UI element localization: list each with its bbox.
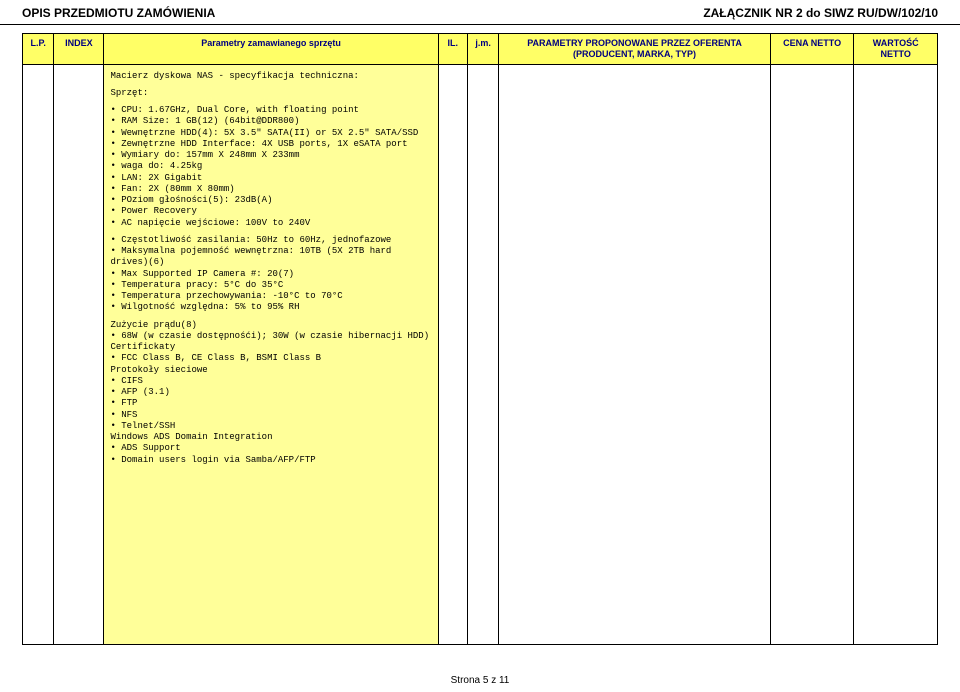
cell-jm	[467, 64, 498, 644]
spec-line: Certifickaty	[110, 342, 431, 353]
spec-title: Macierz dyskowa NAS - specyfikacja techn…	[110, 71, 431, 82]
cell-offer	[499, 64, 771, 644]
spec-line: • AFP (3.1)	[110, 387, 431, 398]
page-header: OPIS PRZEDMIOTU ZAMÓWIENIA ZAŁĄCZNIK NR …	[0, 0, 960, 25]
spec-line: • FTP	[110, 398, 431, 409]
spec-line: • ADS Support	[110, 443, 431, 454]
th-il: IL.	[438, 34, 467, 65]
spec-line: • Wilgotność względna: 5% to 95% RH	[110, 302, 431, 313]
cell-lp	[23, 64, 54, 644]
th-offer: PARAMETRY PROPONOWANE PRZEZ OFERENTA (PR…	[499, 34, 771, 65]
spec-line: Zużycie prądu(8)	[110, 320, 431, 331]
th-cena: CENA NETTO	[770, 34, 854, 65]
spec-line: • FCC Class B, CE Class B, BSMI Class B	[110, 353, 431, 364]
spec-line: • NFS	[110, 410, 431, 421]
th-index: INDEX	[54, 34, 104, 65]
spec-table: L.P. INDEX Parametry zamawianego sprzętu…	[22, 33, 938, 645]
spec-line: • Power Recovery	[110, 206, 431, 217]
cell-il	[438, 64, 467, 644]
spec-list-2: • Częstotliwość zasilania: 50Hz to 60Hz,…	[110, 235, 431, 314]
cell-cena	[770, 64, 854, 644]
th-param: Parametry zamawianego sprzętu	[104, 34, 438, 65]
spec-line: • CIFS	[110, 376, 431, 387]
spec-line: • Wewnętrzne HDD(4): 5X 3.5" SATA(II) or…	[110, 128, 431, 139]
spec-line: Protokoły sieciowe	[110, 365, 431, 376]
sprzet-label: Sprzęt:	[110, 88, 431, 99]
table-row: Macierz dyskowa NAS - specyfikacja techn…	[23, 64, 938, 644]
header-right: ZAŁĄCZNIK NR 2 do SIWZ RU/DW/102/10	[703, 6, 938, 20]
th-lp: L.P.	[23, 34, 54, 65]
spec-line: • Fan: 2X (80mm X 80mm)	[110, 184, 431, 195]
spec-list-3: Zużycie prądu(8)• 68W (w czasie dostępno…	[110, 320, 431, 466]
page-footer: Strona 5 z 11	[0, 675, 960, 686]
spec-line: • POziom głośności(5): 23dB(A)	[110, 195, 431, 206]
spec-line: • LAN: 2X Gigabit	[110, 173, 431, 184]
spec-line: • Maksymalna pojemność wewnętrzna: 10TB …	[110, 246, 431, 269]
th-jm: j.m.	[467, 34, 498, 65]
table-container: L.P. INDEX Parametry zamawianego sprzętu…	[0, 25, 960, 645]
header-left: OPIS PRZEDMIOTU ZAMÓWIENIA	[22, 6, 215, 20]
spec-list-1: • CPU: 1.67GHz, Dual Core, with floating…	[110, 105, 431, 229]
spec-line: • Wymiary do: 157mm X 248mm X 233mm	[110, 150, 431, 161]
cell-wart	[854, 64, 938, 644]
spec-line: • Zewnętrzne HDD Interface: 4X USB ports…	[110, 139, 431, 150]
cell-param: Macierz dyskowa NAS - specyfikacja techn…	[104, 64, 438, 644]
spec-line: • Max Supported IP Camera #: 20(7)	[110, 269, 431, 280]
spec-line: • AC napięcie wejściowe: 100V to 240V	[110, 218, 431, 229]
table-header-row: L.P. INDEX Parametry zamawianego sprzętu…	[23, 34, 938, 65]
spec-line: • Telnet/SSH	[110, 421, 431, 432]
spec-line: • CPU: 1.67GHz, Dual Core, with floating…	[110, 105, 431, 116]
th-wart: WARTOŚĆ NETTO	[854, 34, 938, 65]
spec-line: • Temperatura pracy: 5°C do 35°C	[110, 280, 431, 291]
spec-line: • RAM Size: 1 GB(12) (64bit@DDR800)	[110, 116, 431, 127]
cell-index	[54, 64, 104, 644]
spec-line: • Temperatura przechowywania: -10°C to 7…	[110, 291, 431, 302]
spec-line: • Domain users login via Samba/AFP/FTP	[110, 455, 431, 466]
spec-line: • 68W (w czasie dostępnośći); 30W (w cza…	[110, 331, 431, 342]
spec-line: • Częstotliwość zasilania: 50Hz to 60Hz,…	[110, 235, 431, 246]
spec-line: • waga do: 4.25kg	[110, 161, 431, 172]
spec-line: Windows ADS Domain Integration	[110, 432, 431, 443]
